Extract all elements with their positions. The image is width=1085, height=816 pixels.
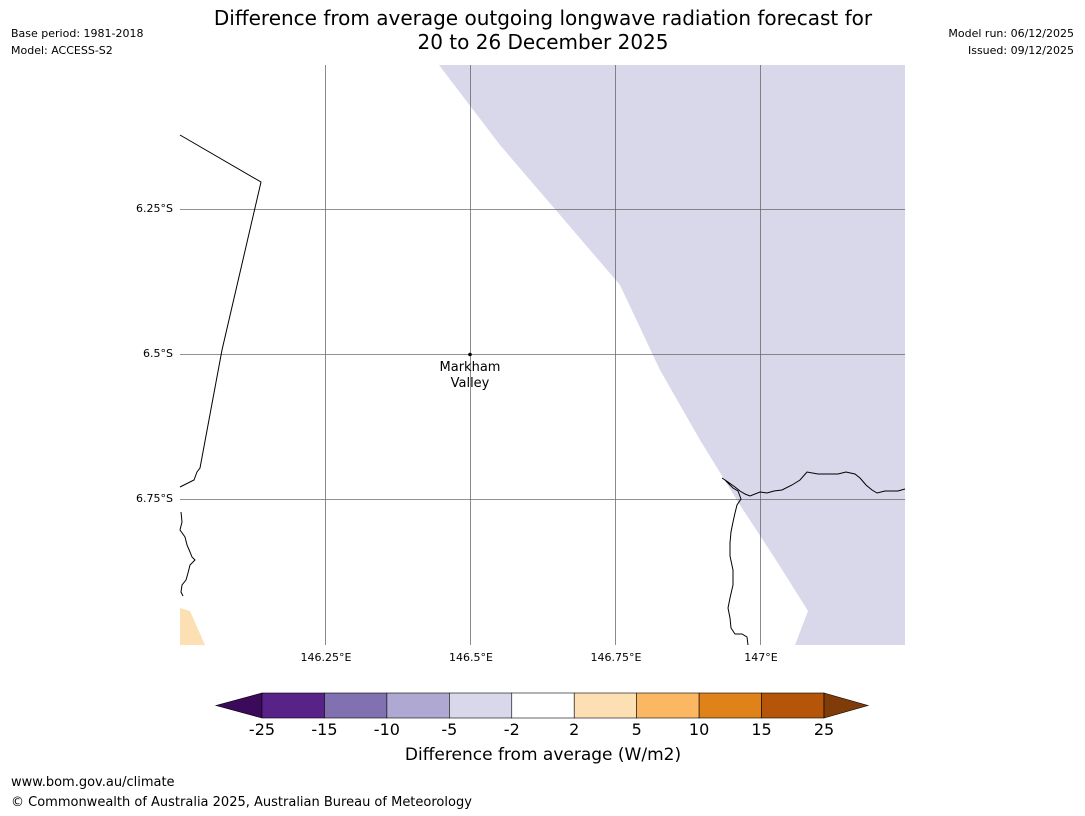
model-text: Model: ACCESS-S2 [11,44,113,57]
title-line-2: 20 to 26 December 2025 [417,30,669,54]
colorbar-label: Difference from average (W/m2) [404,745,682,765]
colorbar-tick-label: 15 [751,720,772,739]
huon-coastline [721,471,906,646]
meta-right: Model run: 06/12/2025 Issued: 09/12/2025 [948,25,1074,59]
colorbar-tick-label: -10 [373,720,400,739]
olr-region-2-5 [180,608,205,645]
lon-label-146-25: 146.25°E [300,651,352,664]
colorbar-tick-label: 5 [631,720,642,739]
markham-valley-marker [468,352,472,357]
issued-text: Issued: 09/12/2025 [967,44,1074,57]
colorbar-tick-label: 2 [569,720,580,739]
model-run-text: Model run: 06/12/2025 [948,27,1074,40]
lon-label-146-5: 146.5°E [449,651,493,664]
title-line-1: Difference from average outgoing longwav… [213,6,873,30]
lat-label-6-5: 6.5°S [143,347,173,360]
west-coastline [179,511,196,597]
place-name-line-2: Valley [450,376,490,391]
base-period-text: Base period: 1981-2018 [11,27,144,40]
lon-label-146-75: 146.75°E [590,651,642,664]
lat-label-6-25: 6.25°S [136,202,173,215]
gridlines [180,65,905,645]
colorbar-tick-label: 25 [813,720,835,739]
colorbar-tick-label: -25 [248,720,276,739]
colorbar-tick-label: -15 [311,720,338,739]
lat-label-6-75: 6.75°S [136,492,173,505]
colorbar-tick-label: -5 [441,720,458,739]
footer-url: www.bom.gov.au/climate [11,775,175,790]
olr-region-minus5-minus2 [439,65,905,645]
map-title: Difference from average outgoing longwav… [150,6,936,54]
colorbar-tick-label: -2 [503,720,520,739]
place-name-line-1: Markham [439,360,501,375]
lon-label-147: 147°E [744,651,778,664]
colorbar-tick-label: 10 [688,720,710,739]
province-boundary [179,134,262,488]
place-label-markham-valley: Markham Valley [440,360,501,392]
meta-left: Base period: 1981-2018 Model: ACCESS-S2 [11,25,143,59]
footer-copyright: © Commonwealth of Australia 2025, Austra… [11,795,472,810]
